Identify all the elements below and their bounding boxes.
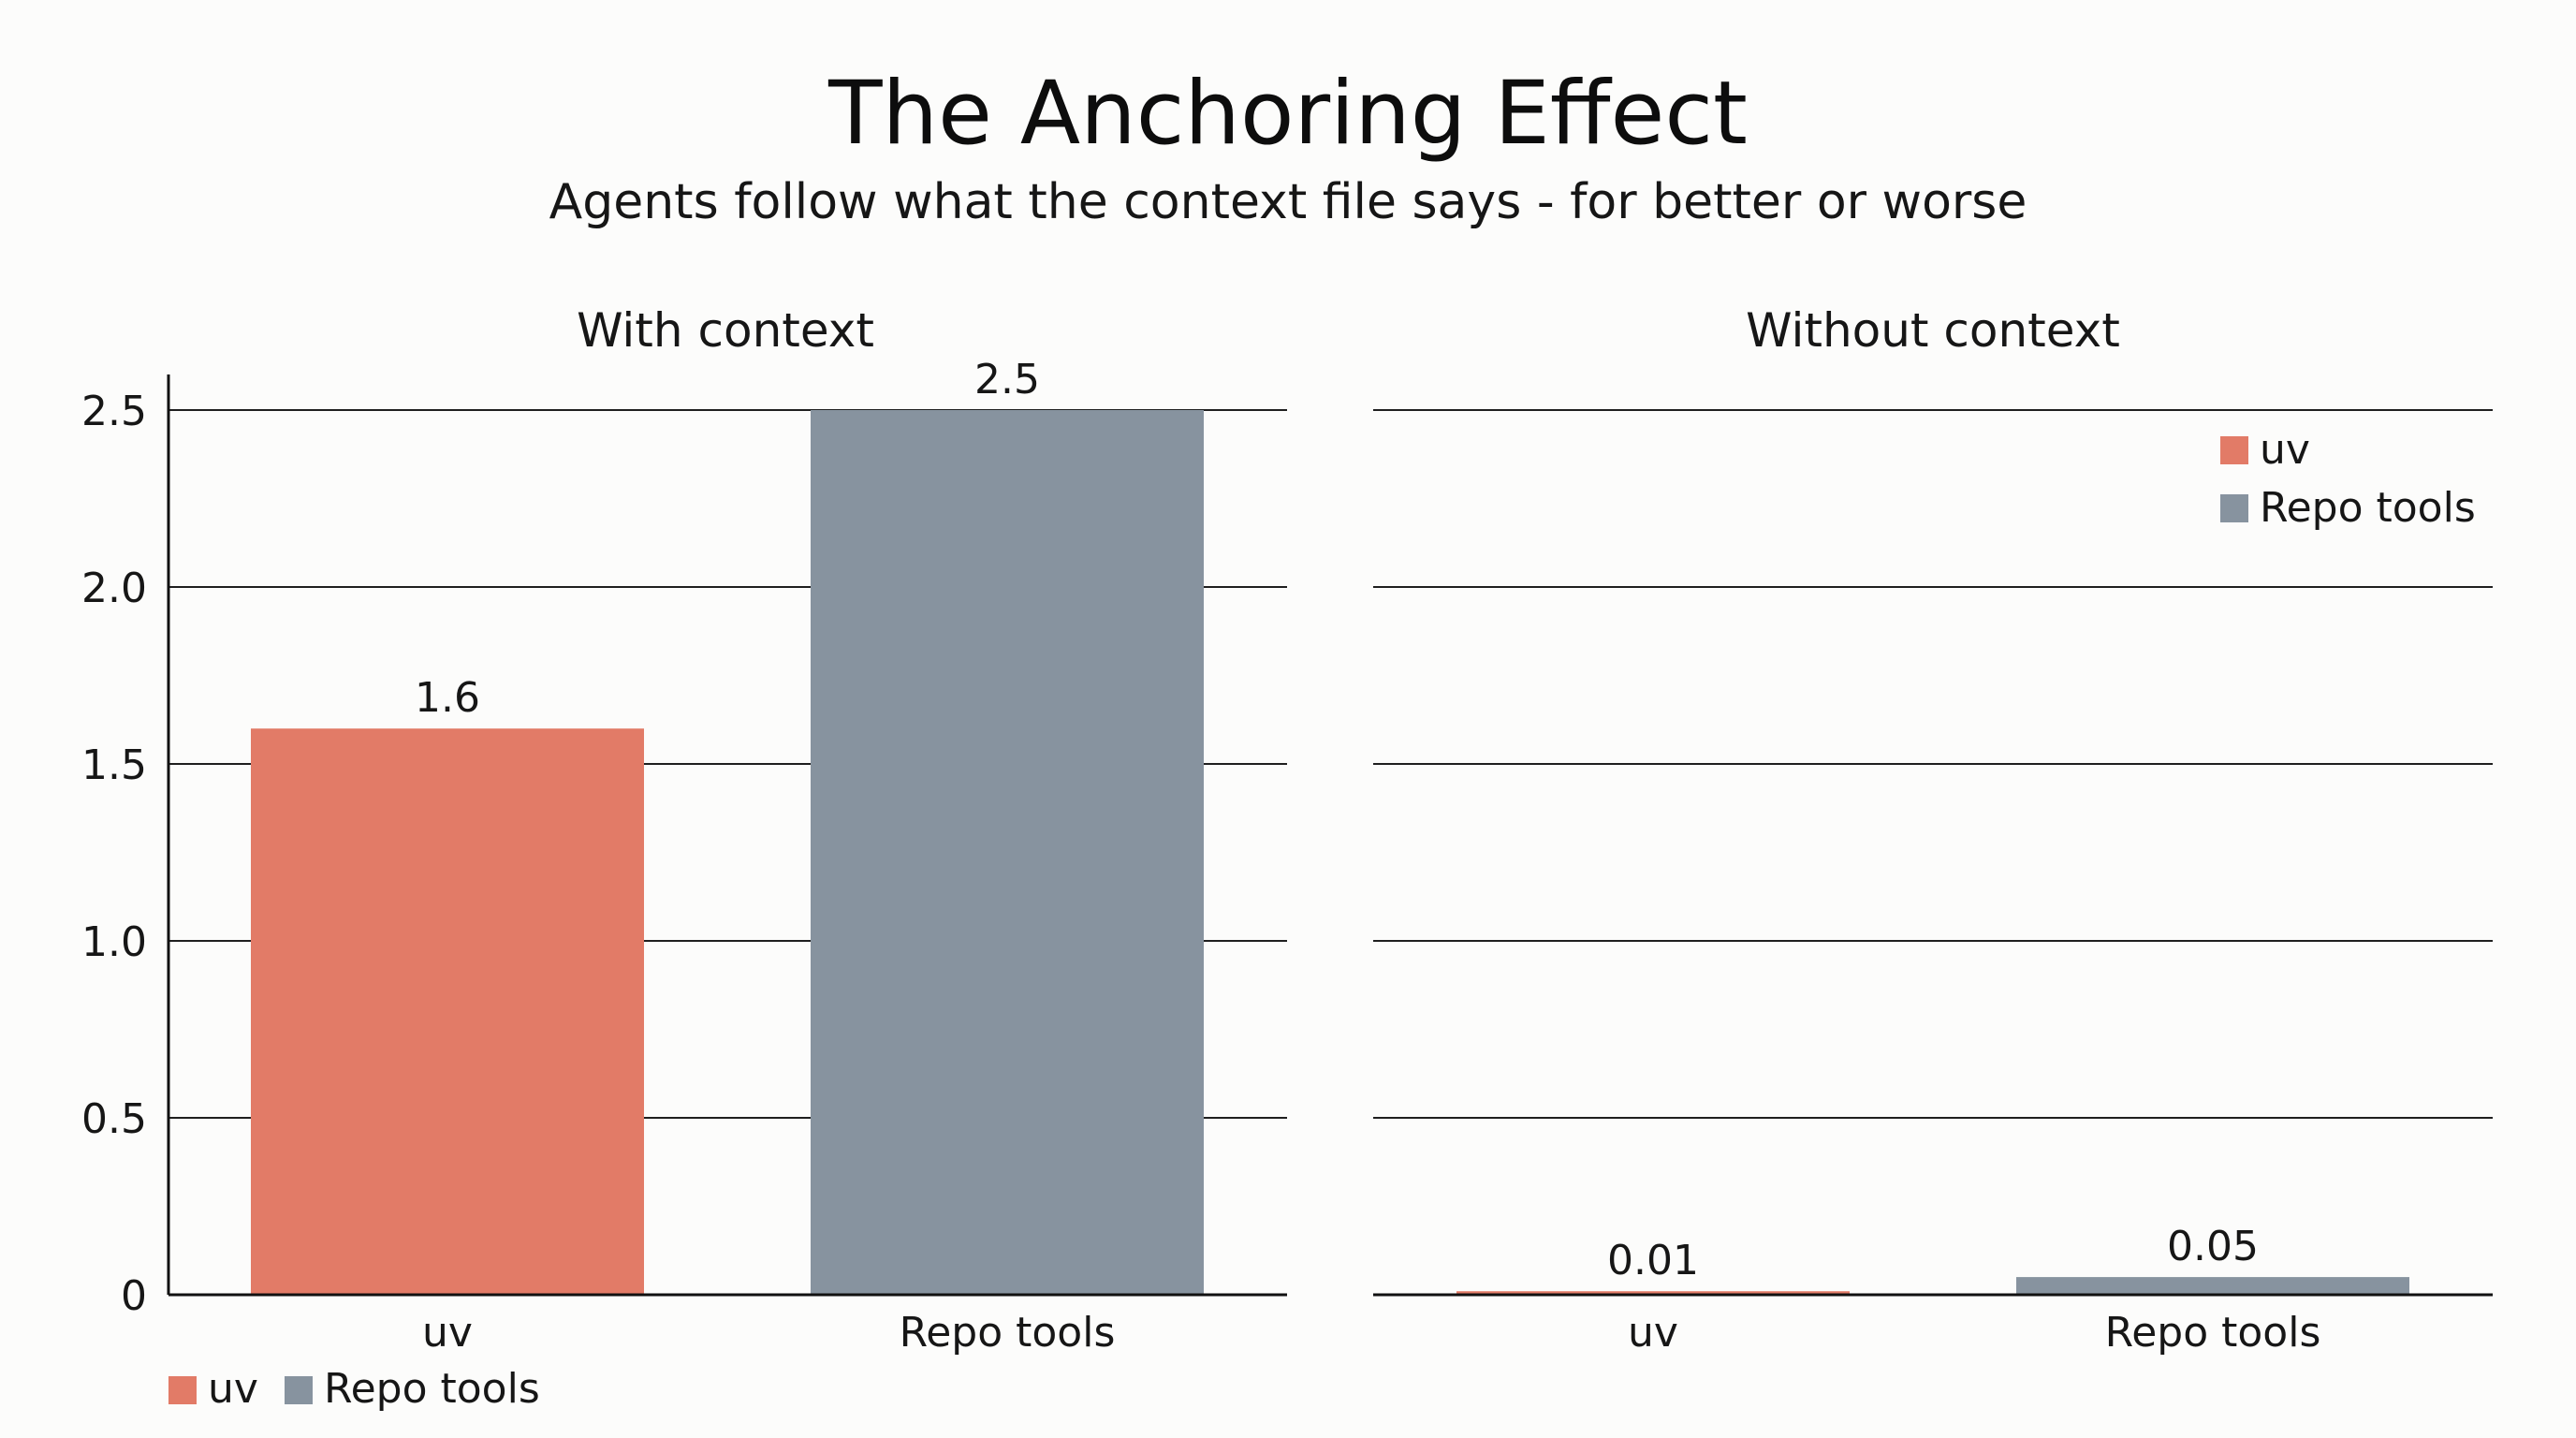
legend-label-uv: uv — [2260, 426, 2310, 474]
chart-title: The Anchoring Effect — [827, 63, 1748, 165]
legend-top-right: uv Repo tools — [2220, 426, 2476, 532]
y-tick-label-2-5: 2.5 — [81, 388, 147, 435]
without-context-title: Without context — [1746, 303, 2120, 358]
y-tick-label-2-0: 2.0 — [81, 565, 147, 612]
gridlines — [1373, 409, 2493, 1119]
with-context-title: With context — [577, 303, 874, 358]
legend-label-repo-tools: Repo tools — [2260, 484, 2476, 532]
legend-label-uv: uv — [208, 1365, 258, 1413]
bar-uv — [251, 728, 644, 1295]
bar-uv — [1456, 1291, 1850, 1295]
legend-swatch-repo-tools — [2220, 494, 2248, 522]
without-context-panel: Without context 0.01 uv 0.05 Repo tools uv Re… — [1373, 303, 2493, 1357]
category-label-repo-tools: Repo tools — [2105, 1309, 2321, 1357]
y-tick-label-0: 0 — [121, 1272, 147, 1320]
legend-bottom-left: uv Repo tools — [168, 1365, 540, 1413]
value-label-uv: 0.01 — [1607, 1237, 1699, 1284]
y-tick-label-0-5: 0.5 — [81, 1095, 147, 1143]
value-label-repo-tools: 2.5 — [974, 356, 1040, 404]
chart-subtitle: Agents follow what the context file says… — [549, 174, 2027, 230]
legend-swatch-repo-tools — [285, 1376, 313, 1404]
category-label-repo-tools: Repo tools — [900, 1309, 1116, 1357]
with-context-panel: With context 1.6 uv 2.5 Repo tools 0 0.5 1.0 1.… — [81, 303, 1287, 1413]
legend-swatch-uv — [168, 1376, 197, 1404]
y-tick-label-1-0: 1.0 — [81, 918, 147, 966]
bar-repo-tools — [811, 410, 1204, 1295]
bar-repo-tools — [2016, 1277, 2409, 1295]
category-label-uv: uv — [422, 1309, 473, 1357]
category-label-uv: uv — [1628, 1309, 1678, 1357]
value-label-repo-tools: 0.05 — [2167, 1223, 2259, 1270]
value-label-uv: 1.6 — [415, 674, 480, 722]
legend-swatch-uv — [2220, 436, 2248, 464]
legend-label-repo-tools: Repo tools — [324, 1365, 540, 1413]
y-tick-label-1-5: 1.5 — [81, 741, 147, 789]
